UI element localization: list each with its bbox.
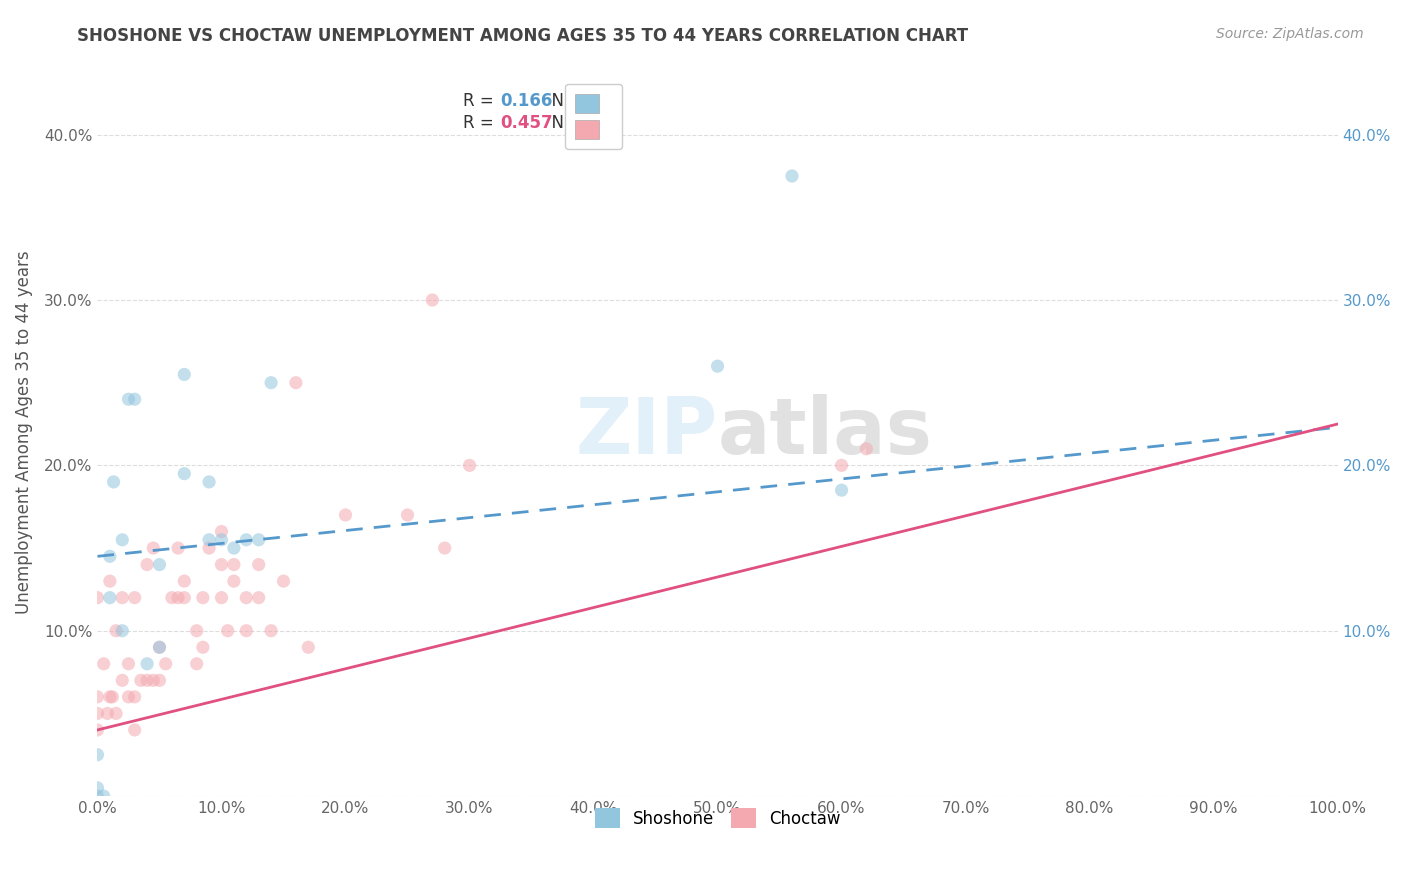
Text: 0.166: 0.166 — [501, 92, 553, 111]
Point — [211, 591, 233, 605]
Point — [155, 657, 177, 671]
Point — [222, 541, 245, 555]
Point — [129, 673, 152, 688]
Point — [86, 723, 108, 737]
Point — [98, 690, 121, 704]
Point — [105, 706, 128, 721]
Point — [211, 558, 233, 572]
Point — [260, 624, 283, 638]
Point — [117, 690, 139, 704]
Point — [198, 541, 221, 555]
Point — [86, 706, 108, 721]
Point — [136, 558, 159, 572]
Point — [148, 673, 170, 688]
Point — [222, 558, 245, 572]
Point — [111, 591, 134, 605]
Text: N =: N = — [541, 92, 589, 111]
Point — [173, 574, 195, 588]
Point — [136, 657, 159, 671]
Point — [117, 657, 139, 671]
Text: SHOSHONE VS CHOCTAW UNEMPLOYMENT AMONG AGES 35 TO 44 YEARS CORRELATION CHART: SHOSHONE VS CHOCTAW UNEMPLOYMENT AMONG A… — [77, 27, 969, 45]
Text: ZIP: ZIP — [575, 394, 717, 470]
Point — [142, 541, 165, 555]
Point — [86, 780, 108, 795]
Point — [124, 690, 146, 704]
Point — [235, 591, 257, 605]
Point — [247, 533, 270, 547]
Point — [831, 458, 853, 473]
Point — [198, 533, 221, 547]
Point — [433, 541, 456, 555]
Text: atlas: atlas — [717, 394, 932, 470]
Text: N =: N = — [541, 114, 589, 132]
Point — [284, 376, 307, 390]
Point — [111, 673, 134, 688]
Point — [98, 591, 121, 605]
Point — [273, 574, 295, 588]
Point — [86, 789, 108, 803]
Point — [217, 624, 239, 638]
Point — [855, 442, 877, 456]
Point — [124, 723, 146, 737]
Point — [420, 293, 443, 307]
Point — [173, 591, 195, 605]
Point — [111, 533, 134, 547]
Point — [148, 640, 170, 655]
Point — [186, 624, 208, 638]
Point — [160, 591, 183, 605]
Point — [335, 508, 357, 522]
Point — [235, 533, 257, 547]
Point — [98, 574, 121, 588]
Point — [396, 508, 419, 522]
Point — [105, 624, 128, 638]
Y-axis label: Unemployment Among Ages 35 to 44 years: Unemployment Among Ages 35 to 44 years — [15, 251, 32, 614]
Point — [235, 624, 257, 638]
Text: 57: 57 — [585, 114, 607, 132]
Point — [211, 524, 233, 539]
Point — [124, 591, 146, 605]
Text: R =: R = — [464, 114, 499, 132]
Text: Source: ZipAtlas.com: Source: ZipAtlas.com — [1216, 27, 1364, 41]
Point — [458, 458, 481, 473]
Point — [142, 673, 165, 688]
Point — [148, 558, 170, 572]
Point — [86, 747, 108, 762]
Point — [191, 591, 214, 605]
Point — [260, 376, 283, 390]
Point — [167, 541, 190, 555]
Text: 0.457: 0.457 — [501, 114, 553, 132]
Point — [148, 640, 170, 655]
Point — [191, 640, 214, 655]
Point — [117, 392, 139, 407]
Point — [96, 706, 118, 721]
Point — [98, 549, 121, 564]
Point — [111, 624, 134, 638]
Point — [103, 475, 125, 489]
Point — [93, 657, 115, 671]
Point — [247, 558, 270, 572]
Point — [780, 169, 803, 183]
Point — [136, 673, 159, 688]
Point — [167, 591, 190, 605]
Point — [706, 359, 728, 373]
Point — [173, 467, 195, 481]
Point — [93, 789, 115, 803]
Point — [101, 690, 124, 704]
Point — [831, 483, 853, 498]
Point — [247, 591, 270, 605]
Point — [297, 640, 319, 655]
Text: 26: 26 — [585, 92, 607, 111]
Point — [86, 690, 108, 704]
Point — [124, 392, 146, 407]
Point — [222, 574, 245, 588]
Point — [86, 591, 108, 605]
Point — [173, 368, 195, 382]
Point — [211, 533, 233, 547]
Legend: Shoshone, Choctaw: Shoshone, Choctaw — [588, 801, 848, 835]
Point — [186, 657, 208, 671]
Text: R =: R = — [464, 92, 499, 111]
Point — [198, 475, 221, 489]
